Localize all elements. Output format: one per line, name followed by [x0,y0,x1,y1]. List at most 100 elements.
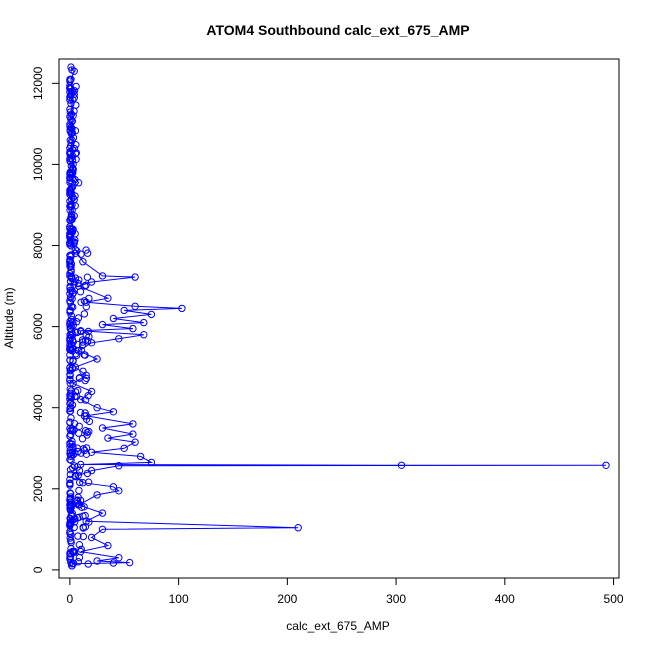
dense-point [66,371,74,380]
dense-point [66,286,75,295]
data-point [68,136,76,144]
dense-point [66,447,74,455]
data-point [68,87,76,96]
data-point [98,272,107,280]
dense-point [75,374,84,382]
dense-point [67,322,75,330]
dense-point [66,391,74,399]
data-point [82,371,90,379]
data-point [109,483,118,491]
dense-point [82,246,90,254]
dense-point [66,297,74,305]
dense-point [66,272,74,280]
data-point [79,258,87,266]
dense-point [66,262,74,270]
data-point [109,408,118,416]
data-point [93,404,101,412]
dense-point [74,493,82,501]
data-point [178,304,186,313]
dense-point [66,356,74,364]
dense-point [66,308,74,316]
data-point [87,448,96,456]
x-tick-label: 400 [495,592,515,606]
dense-point [74,558,83,566]
data-point [69,225,77,234]
data-point [98,320,107,329]
dense-point [82,303,91,311]
y-tick-label: 0 [31,566,45,573]
dense-point [80,310,89,318]
data-point [93,491,101,499]
data-point [115,554,123,562]
data-point [115,462,123,470]
dense-point [66,466,75,474]
dense-point [85,427,93,436]
data-point [77,460,85,469]
x-tick-label: 300 [386,592,406,606]
dense-point [71,149,80,158]
dense-point [81,427,90,435]
data-point [82,517,90,525]
data-point [77,395,85,404]
data-point [104,294,112,302]
dense-point [76,408,85,417]
data-point [82,298,90,306]
y-tick-label: 2000 [31,475,45,502]
data-point [93,557,101,565]
dense-point [69,464,77,472]
y-tick-label: 4000 [31,394,45,421]
dense-point [73,247,81,255]
data-point [74,282,83,290]
dense-point [71,388,80,396]
dense-point [66,529,74,537]
data-point [69,160,77,169]
dense-point [66,455,74,464]
dense-point [74,532,82,540]
data-point [129,430,137,438]
data-point [70,67,78,75]
dense-point [66,494,74,503]
dense-point [67,537,75,545]
data-point [67,75,75,84]
dense-point [66,479,74,488]
data-point [602,461,610,469]
dense-point [67,403,75,411]
dense-point [66,395,74,403]
dense-point [67,387,75,395]
dense-point [67,312,76,320]
dense-point [66,77,74,85]
dense-point [66,337,74,345]
dense-point [75,541,84,549]
dense-point [66,96,74,104]
data-point [67,99,75,108]
dense-point [66,150,74,158]
chart-title: ATOM4 Southbound calc_ext_675_AMP [206,22,469,38]
data-point [87,339,96,347]
data-point [74,347,83,355]
data-point [98,525,107,533]
data-point [136,452,145,461]
data-point [294,524,302,532]
data-point [67,124,75,132]
dense-point [66,432,74,440]
data-point [126,558,134,567]
y-tick-label: 12000 [31,66,45,100]
dense-point [70,420,79,428]
dense-point [74,314,83,322]
data-point [71,245,80,254]
data-point [68,237,76,246]
dense-point [68,401,77,409]
dense-point [78,336,87,344]
dense-point [66,284,74,292]
data-point [397,461,406,469]
data-point [69,112,77,120]
dense-point [66,173,74,182]
dense-point [67,260,76,268]
data-point [120,306,128,315]
data-point [131,273,139,281]
data-point [120,444,128,452]
data-point [87,533,96,542]
data-point [93,355,101,363]
data-point [104,434,112,442]
data-point [68,560,76,568]
